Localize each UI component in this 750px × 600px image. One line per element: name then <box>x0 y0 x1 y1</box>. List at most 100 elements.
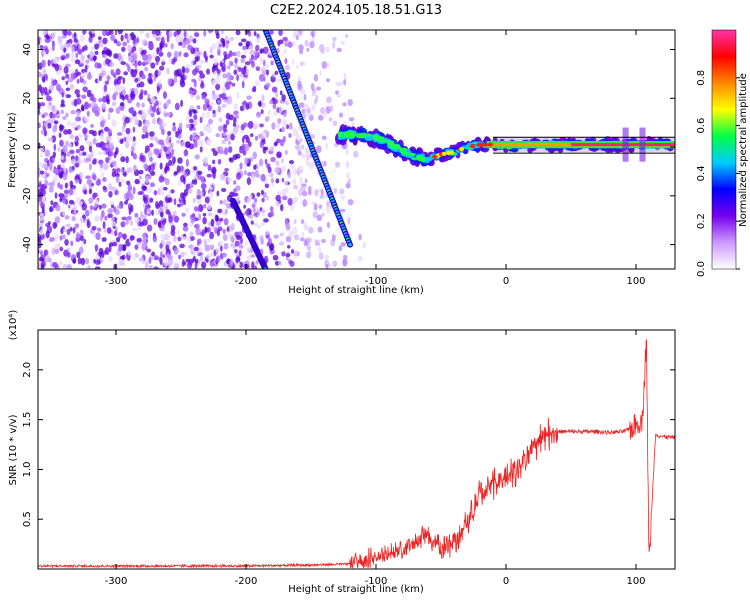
noise-blob <box>223 99 228 103</box>
noise-blob <box>103 84 108 93</box>
noise-blob <box>144 66 149 72</box>
noise-blob <box>340 242 347 247</box>
noise-blob <box>134 244 139 250</box>
noise-blob <box>243 134 249 140</box>
noise-blob <box>82 30 87 34</box>
noise-blob <box>134 77 139 83</box>
band-blob <box>424 158 433 162</box>
noise-blob <box>107 213 114 219</box>
noise-blob <box>122 77 126 85</box>
noise-blob <box>241 76 247 82</box>
noise-blob <box>62 210 66 216</box>
noise-blob <box>148 256 152 265</box>
noise-blob <box>138 169 144 175</box>
noise-blob <box>89 209 93 214</box>
noise-blob <box>99 132 105 141</box>
noise-blob <box>115 106 121 115</box>
noise-blob <box>223 218 229 226</box>
noise-blob <box>281 177 285 183</box>
noise-blob <box>282 135 286 143</box>
colorbar: 0.0 0.2 0.4 0.6 0.8 Normalized spectral ampl… <box>696 29 749 277</box>
noise-blob <box>42 50 47 57</box>
noise-blob <box>108 242 114 247</box>
noise-blob <box>288 230 294 238</box>
noise-blob <box>160 251 163 259</box>
noise-blob <box>241 80 245 89</box>
noise-blob <box>287 197 293 206</box>
noise-blob <box>184 38 191 45</box>
noise-blob <box>100 171 105 179</box>
noise-blob <box>246 95 252 100</box>
noise-blob <box>113 39 118 44</box>
noise-blob <box>172 234 177 243</box>
noise-blob <box>342 254 348 260</box>
noise-blob <box>228 140 231 145</box>
noise-blob <box>200 80 204 88</box>
noise-blob <box>272 102 277 110</box>
noise-blob <box>345 172 350 179</box>
x-tick-label: -300 <box>105 576 128 587</box>
noise-blob <box>167 259 174 266</box>
noise-blob <box>204 98 210 105</box>
noise-blob <box>261 212 265 217</box>
noise-blob <box>63 47 67 53</box>
noise-blob <box>238 249 242 257</box>
noise-blob <box>43 120 48 127</box>
noise-blob <box>75 98 82 105</box>
noise-blob <box>253 31 257 37</box>
noise-blob <box>134 217 140 223</box>
noise-blob <box>218 240 223 245</box>
noise-blob <box>73 32 77 39</box>
core-spot <box>482 142 488 147</box>
noise-blob <box>38 167 41 176</box>
noise-blob <box>125 127 131 135</box>
noise-blob <box>133 255 137 260</box>
noise-blob <box>326 206 331 214</box>
noise-blob <box>105 144 109 149</box>
noise-blob <box>137 60 142 67</box>
noise-blob <box>81 106 85 112</box>
noise-blob <box>323 110 327 118</box>
noise-blob <box>235 235 242 240</box>
noise-blob <box>295 34 299 41</box>
noise-blob <box>202 212 207 217</box>
noise-blob <box>98 75 102 82</box>
noise-blob <box>297 150 302 156</box>
noise-blob <box>180 74 185 83</box>
noise-blob <box>227 177 232 183</box>
noise-blob <box>273 141 278 147</box>
noise-blob <box>120 156 126 163</box>
noise-blob <box>319 70 322 77</box>
noise-blob <box>343 79 347 86</box>
noise-blob <box>111 119 117 128</box>
noise-blob <box>225 112 231 120</box>
noise-blob <box>107 128 112 137</box>
noise-blob <box>88 145 93 153</box>
noise-blob <box>154 136 159 143</box>
noise-blob <box>187 44 193 51</box>
noise-blob <box>54 243 61 251</box>
noise-blob <box>114 84 120 90</box>
noise-blob <box>115 68 121 76</box>
noise-blob <box>153 218 158 225</box>
noise-blob <box>155 55 161 63</box>
noise-blob <box>82 127 88 135</box>
noise-blob <box>260 238 264 245</box>
noise-blob <box>227 234 232 239</box>
noise-blob <box>211 93 218 101</box>
x-tick-label: -100 <box>365 276 388 287</box>
noise-blob <box>247 171 252 177</box>
noise-cloud <box>38 30 367 269</box>
y-tick-label: 20 <box>22 92 33 105</box>
noise-blob <box>260 109 264 114</box>
noise-blob <box>178 51 182 57</box>
noise-blob <box>305 251 310 259</box>
noise-blob <box>100 214 103 222</box>
noise-blob <box>75 197 81 203</box>
noise-blob <box>297 30 303 37</box>
noise-blob <box>125 156 129 164</box>
noise-blob <box>261 102 266 108</box>
noise-blob <box>225 41 229 49</box>
noise-blob <box>208 212 213 217</box>
noise-blob <box>96 227 102 232</box>
